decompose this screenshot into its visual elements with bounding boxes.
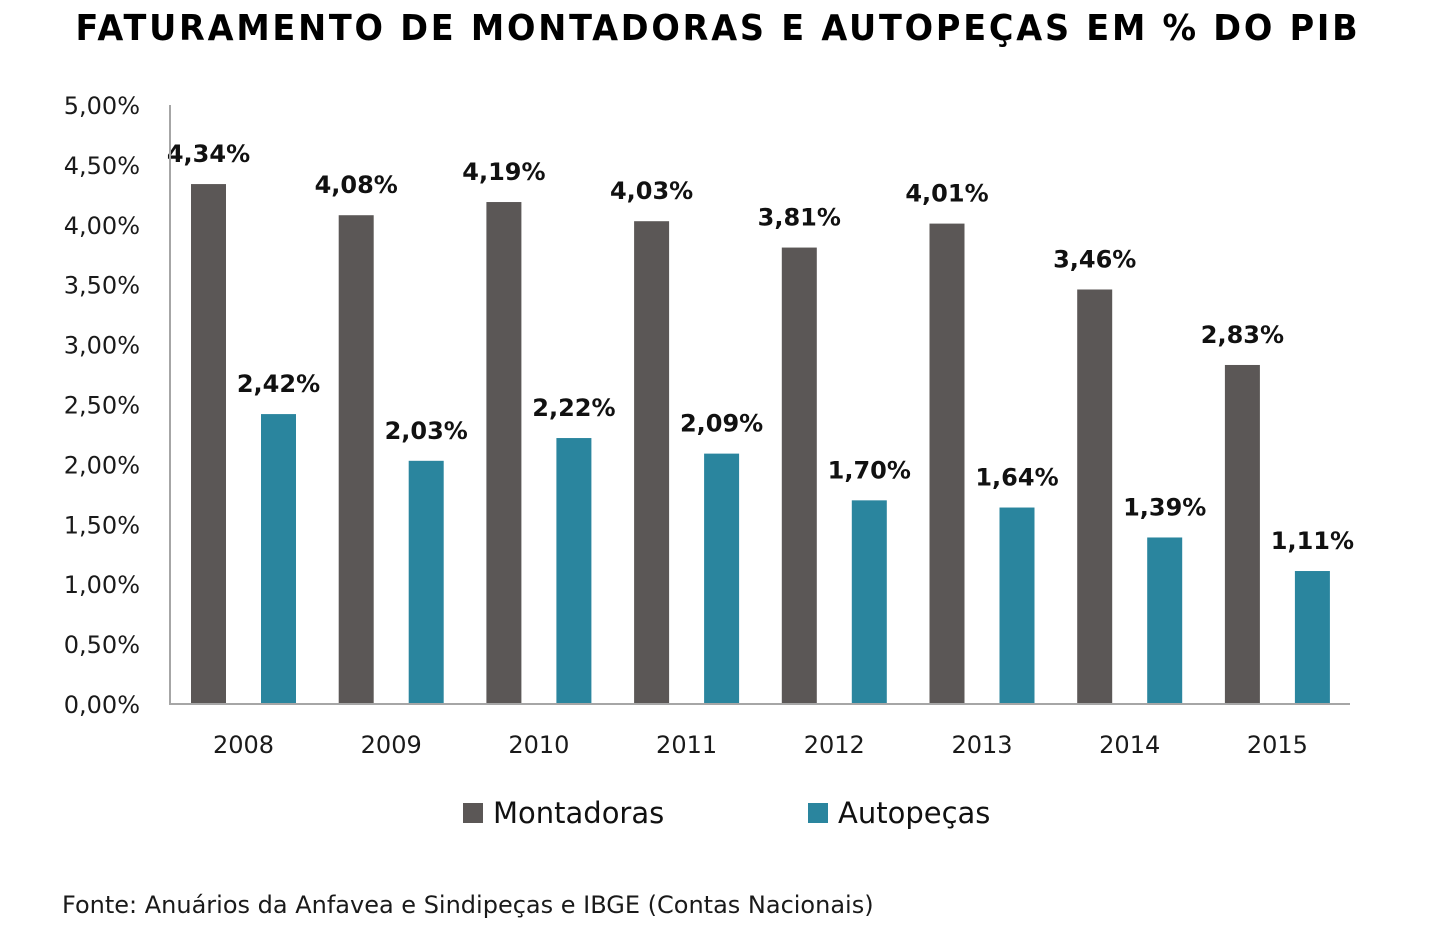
bar-autopeas-2014 bbox=[1147, 537, 1183, 704]
y-tick-label: 0,00% bbox=[64, 691, 140, 719]
y-tick-label: 3,50% bbox=[64, 272, 140, 300]
bar-autopeas-2012 bbox=[851, 500, 887, 704]
bar-autopeas-2011 bbox=[704, 453, 740, 704]
x-tick-label: 2011 bbox=[656, 731, 717, 759]
bar-montadoras-2008 bbox=[191, 184, 226, 704]
data-label: 3,81% bbox=[758, 204, 841, 232]
bar-montadoras-2014 bbox=[1077, 289, 1113, 704]
legend: Montadoras Autopeças bbox=[0, 796, 1436, 836]
bar-montadoras-2015 bbox=[1224, 364, 1260, 704]
data-label: 1,64% bbox=[975, 464, 1058, 492]
bar-autopeas-2009 bbox=[408, 460, 444, 704]
bar-montadoras-2012 bbox=[781, 247, 817, 704]
y-axis-ticks: 0,00% 0,50% 1,00% 1,50% 2,00% 2,50% 3,00% 3,50%… bbox=[64, 92, 140, 719]
data-label: 4,19% bbox=[462, 158, 545, 186]
x-tick-label: 2010 bbox=[508, 731, 569, 759]
x-axis-ticks: 2008 2009 2010 2011 2012 2013 2014 2015 bbox=[213, 731, 1308, 759]
y-tick-label: 0,50% bbox=[64, 631, 140, 659]
data-label: 4,08% bbox=[315, 171, 398, 199]
bar-montadoras-2010 bbox=[486, 202, 522, 704]
data-label: 4,01% bbox=[905, 180, 988, 208]
y-tick-label: 5,00% bbox=[64, 92, 140, 120]
chart-title: FATURAMENTO DE MONTADORAS E AUTOPEÇAS EM… bbox=[75, 8, 1361, 49]
x-tick-label: 2014 bbox=[1099, 731, 1160, 759]
y-tick-label: 4,00% bbox=[64, 212, 140, 240]
x-tick-label: 2008 bbox=[213, 731, 274, 759]
data-label: 4,03% bbox=[610, 177, 693, 205]
data-label: 1,39% bbox=[1123, 493, 1206, 521]
x-tick-label: 2015 bbox=[1247, 731, 1308, 759]
bar-montadoras-2009 bbox=[338, 215, 374, 704]
y-tick-label: 2,50% bbox=[64, 392, 140, 420]
bar-autopeas-2015 bbox=[1294, 571, 1330, 704]
bar-autopeas-2010 bbox=[556, 438, 592, 704]
data-label: 3,46% bbox=[1053, 245, 1136, 273]
data-labels: 4,34% 2,42% 4,08% 2,03% 4,19% 2,22% 4,03% 2,09%… bbox=[167, 140, 1354, 555]
data-label: 2,42% bbox=[237, 370, 320, 398]
legend-label: Montadoras bbox=[493, 796, 665, 830]
x-tick-label: 2009 bbox=[361, 731, 422, 759]
y-tick-label: 2,00% bbox=[64, 451, 140, 479]
data-label: 4,34% bbox=[167, 140, 250, 168]
y-tick-label: 4,50% bbox=[64, 152, 140, 180]
y-tick-label: 3,00% bbox=[64, 332, 140, 360]
legend-swatch-autopecas bbox=[808, 803, 828, 823]
legend-label: Autopeças bbox=[838, 796, 991, 830]
y-tick-label: 1,50% bbox=[64, 511, 140, 539]
data-label: 2,09% bbox=[680, 410, 763, 438]
legend-item-montadoras: Montadoras bbox=[463, 796, 664, 830]
x-tick-label: 2013 bbox=[951, 731, 1012, 759]
data-label: 2,03% bbox=[385, 417, 468, 445]
bar-montadoras-2011 bbox=[634, 221, 670, 704]
source-note: Fonte: Anuários da Anfavea e Sindipeças … bbox=[62, 891, 874, 919]
y-tick-label: 1,00% bbox=[64, 571, 140, 599]
data-label: 2,22% bbox=[532, 394, 615, 422]
bar-montadoras-2013 bbox=[929, 223, 965, 705]
bars bbox=[191, 184, 1330, 705]
bar-autopeas-2008 bbox=[261, 414, 296, 704]
bar-autopeas-2013 bbox=[999, 507, 1035, 704]
data-label: 1,11% bbox=[1271, 527, 1354, 555]
x-tick-label: 2012 bbox=[804, 731, 865, 759]
legend-item-autopecas: Autopeças bbox=[808, 796, 990, 830]
data-label: 2,83% bbox=[1201, 321, 1284, 349]
legend-swatch-montadoras bbox=[463, 803, 483, 823]
data-label: 1,70% bbox=[828, 456, 911, 484]
bar-chart: 0,00% 0,50% 1,00% 1,50% 2,00% 2,50% 3,00% 3,50%… bbox=[64, 92, 1354, 759]
